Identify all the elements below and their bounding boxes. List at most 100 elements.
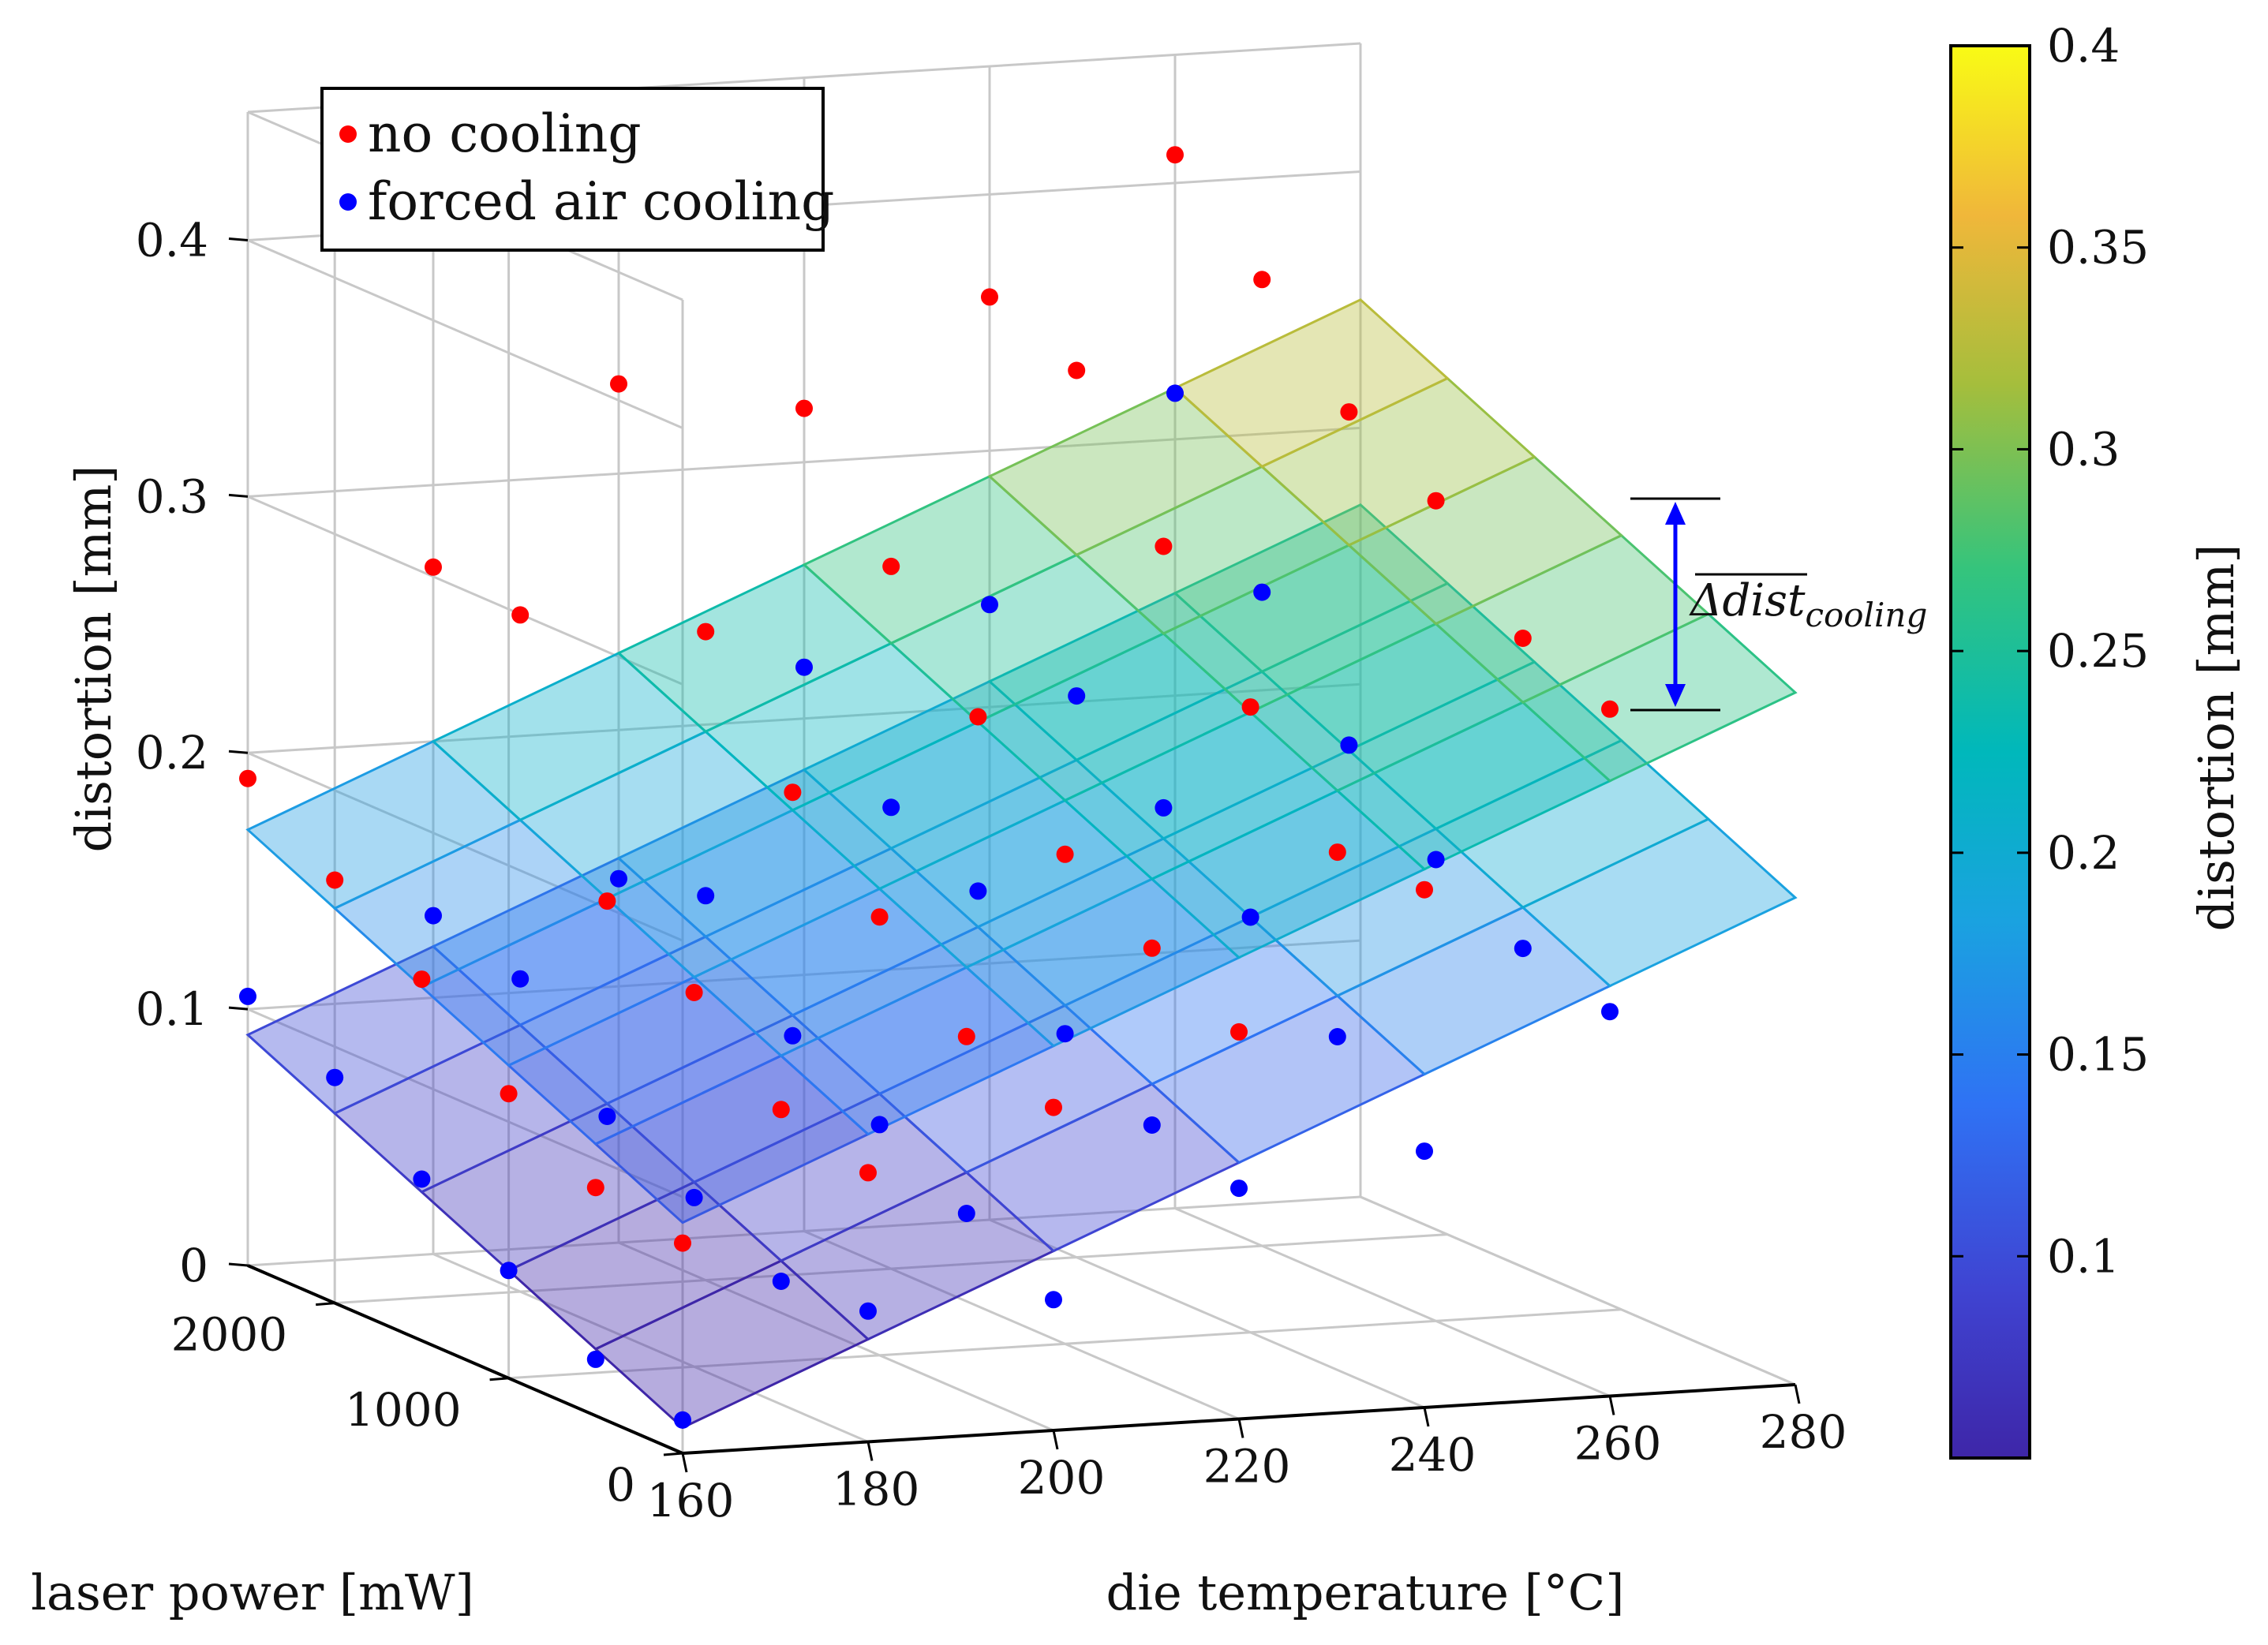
- z-tick-label: 0.1: [136, 982, 208, 1036]
- floor-grid-line: [508, 1308, 1622, 1380]
- no-cooling-point: [326, 871, 344, 889]
- legend-label-no-cooling: no cooling: [368, 103, 642, 164]
- no-cooling-point: [598, 892, 616, 910]
- no-cooling-point: [1416, 880, 1433, 899]
- z-tick-label: 0.2: [136, 726, 208, 780]
- colorbar-tick-label: 0.2: [2047, 826, 2120, 880]
- colorbar-fill: [1949, 44, 2031, 1460]
- forced-air-cooling-point: [1340, 736, 1358, 754]
- forced-air-cooling-point: [697, 887, 715, 905]
- floor-grid-line: [618, 1241, 1054, 1432]
- side-wall-grid-line: [247, 1008, 683, 1198]
- x-tick-mark: [866, 1441, 874, 1461]
- z-tick-label: 0.3: [136, 469, 208, 523]
- legend-marker-forced-air-cooling: [339, 193, 357, 211]
- forced-air-cooling-point: [1230, 1180, 1248, 1198]
- annotation-subscript: cooling: [1805, 596, 1927, 634]
- forced-air-cooling-point: [1427, 851, 1445, 869]
- box-edge-line: [1360, 1195, 1796, 1386]
- no-cooling-point: [1056, 845, 1074, 863]
- legend-marker-no-cooling: [339, 125, 357, 143]
- cooling-difference-annotation: Δdistcooling: [1630, 497, 1927, 712]
- no-cooling-point: [1427, 492, 1445, 510]
- forced-air-cooling-point: [1416, 1142, 1433, 1161]
- x-tick-label: 220: [1203, 1440, 1291, 1494]
- no-cooling-point: [674, 1234, 691, 1252]
- forced-air-cooling-point: [1601, 1003, 1619, 1021]
- no-cooling-point: [1230, 1023, 1248, 1041]
- forced-air-cooling-point: [1253, 583, 1271, 601]
- forced-air-cooling-point: [685, 1188, 703, 1206]
- forced-air-cooling-point: [1045, 1291, 1062, 1309]
- no-cooling-point: [981, 288, 998, 306]
- z-tick-mark: [228, 1006, 249, 1011]
- side-wall-grid-line: [247, 495, 683, 686]
- z-tick-mark: [228, 750, 249, 754]
- no-cooling-point: [1068, 361, 1086, 379]
- colorbar-tick-label: 0.3: [2047, 422, 2120, 476]
- no-cooling-point: [1155, 537, 1173, 555]
- no-cooling-point: [1143, 939, 1161, 957]
- data-points: [239, 146, 1619, 1429]
- x-tick-label: 260: [1574, 1417, 1662, 1471]
- forced-air-cooling-point: [674, 1411, 691, 1429]
- no-cooling-surface-patch: [1173, 298, 1450, 469]
- forced-air-cooling-point: [500, 1262, 518, 1280]
- x-tick-mark: [1608, 1396, 1615, 1415]
- no-cooling-point: [500, 1085, 518, 1103]
- forced-air-cooling-point: [859, 1302, 877, 1320]
- floor-grid-line: [989, 1218, 1425, 1409]
- no-cooling-point: [610, 375, 627, 393]
- x-tick-mark: [1423, 1407, 1430, 1427]
- forced-air-cooling-point: [981, 596, 998, 614]
- back-wall-grid-line: [247, 1195, 1361, 1267]
- legend-box: [320, 87, 825, 252]
- forced-air-cooling-point: [586, 1350, 604, 1368]
- x-tick-label: 240: [1389, 1428, 1476, 1482]
- no-cooling-point: [1340, 403, 1358, 421]
- y-tick-label: 2000: [171, 1308, 288, 1362]
- forced-air-cooling-point: [795, 658, 813, 676]
- y-tick-mark: [316, 1302, 335, 1307]
- no-cooling-point: [425, 558, 442, 576]
- forced-air-cooling-point: [1056, 1025, 1074, 1043]
- y-tick-label: 0: [606, 1458, 635, 1512]
- no-cooling-point: [1514, 630, 1532, 647]
- side-wall-grid-line: [247, 239, 683, 429]
- x-tick-mark: [1794, 1384, 1801, 1404]
- no-cooling-point: [697, 622, 715, 641]
- no-cooling-point: [870, 908, 889, 926]
- forced-air-cooling-point: [1514, 940, 1532, 958]
- y-tick-label: 1000: [345, 1383, 462, 1437]
- floor-grid-line: [432, 1253, 869, 1443]
- colorbar-tick-label: 0.25: [2047, 624, 2149, 678]
- no-cooling-point: [586, 1179, 604, 1197]
- z-tick-label: 0: [179, 1239, 208, 1292]
- colorbar-tick-label: 0.4: [2047, 19, 2120, 73]
- no-cooling-point: [1241, 698, 1259, 716]
- floor-grid-line: [1174, 1207, 1611, 1397]
- no-cooling-point: [772, 1101, 790, 1119]
- forced-air-cooling-point: [413, 1170, 431, 1188]
- forced-air-cooling-point: [1166, 384, 1184, 402]
- annotation-text: Δdistcooling: [1689, 575, 1927, 634]
- colorbar-ticks: 0.1 0.15 0.2 0.25 0.3 0.35 0.4: [1951, 19, 2149, 1283]
- no-cooling-point: [882, 557, 900, 575]
- colorbar-tick-label: 0.15: [2047, 1028, 2149, 1082]
- forced-air-cooling-point: [326, 1068, 344, 1086]
- z-tick-mark: [228, 237, 249, 241]
- legend-label-forced-air-cooling: forced air cooling: [368, 171, 834, 232]
- no-cooling-point: [795, 399, 813, 417]
- x-tick-label: 280: [1760, 1405, 1847, 1459]
- forced-air-cooling-point: [610, 869, 627, 888]
- y-axis-label: laser power [mW]: [31, 1564, 474, 1621]
- fitted-surfaces: [245, 298, 1798, 1430]
- x-tick-mark: [1052, 1430, 1059, 1450]
- y-tick-mark: [489, 1377, 509, 1381]
- x-tick-mark: [681, 1452, 688, 1473]
- forced-air-cooling-point: [784, 1026, 802, 1045]
- colorbar-tick-label: 0.35: [2047, 221, 2149, 275]
- x-tick-mark: [1237, 1419, 1244, 1438]
- forced-air-cooling-point: [1241, 908, 1259, 926]
